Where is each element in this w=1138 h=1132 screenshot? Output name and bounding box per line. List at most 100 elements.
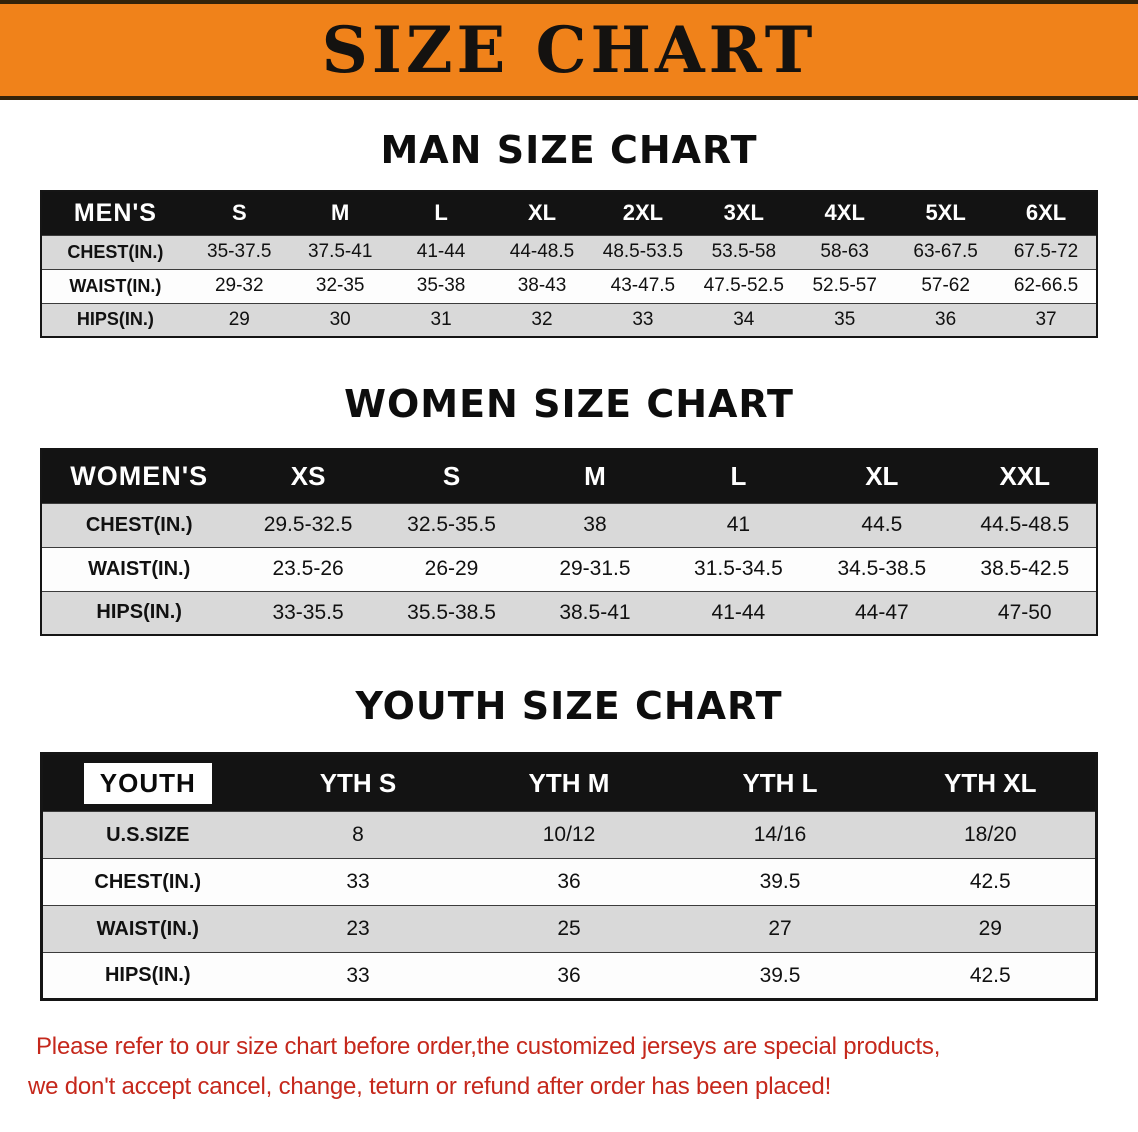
row-label: WAIST(IN.) (96, 917, 199, 940)
size-value: 26-29 (424, 557, 479, 580)
table-corner-header: YOUTH (42, 754, 253, 812)
size-column-header: XXL (999, 460, 1051, 491)
size-column-header: XL (527, 200, 557, 226)
size-value: 38.5-41 (559, 600, 631, 624)
size-value: 14/16 (753, 823, 807, 846)
youth-size-table: YOUTH YTH S YTH M YTH L YTH XL U.S.SIZE 8 10/12… (40, 752, 1098, 1001)
size-value: 58-63 (820, 241, 870, 262)
size-value: 62-66.5 (1013, 275, 1079, 296)
table-row: WAIST(IN.) 23 25 27 29 (41, 905, 1097, 953)
size-column-header: XS (290, 460, 326, 491)
table-header-row: MEN'S S M L XL 2XL 3XL 4XL 5XL 6XL (41, 191, 1097, 235)
table-row: CHEST(IN.) 29.5-32.5 32.5-35.5 38 41 44.5 44.5… (41, 503, 1097, 547)
size-value: 34.5-38.5 (837, 557, 927, 580)
size-value: 33 (346, 870, 370, 893)
size-value: 31 (430, 308, 452, 330)
size-value: 33-35.5 (272, 600, 344, 624)
size-column-header: 2XL (622, 200, 664, 226)
row-label: WAIST(IN.) (88, 557, 191, 580)
size-value: 42.5 (969, 963, 1011, 987)
table-row: HIPS(IN.) 33-35.5 35.5-38.5 38.5-41 41-44 44-… (41, 591, 1097, 635)
men-size-section: MAN SIZE CHART MEN'S S M L XL 2XL 3XL 4XL 5XL 6XL… (0, 128, 1138, 338)
size-value: 29-31.5 (559, 557, 631, 580)
size-value: 67.5-72 (1013, 241, 1079, 262)
size-value: 44.5 (861, 513, 903, 536)
size-value: 32.5-35.5 (407, 513, 496, 536)
size-value: 33 (632, 308, 654, 330)
size-column-header: YTH XL (944, 767, 1037, 798)
size-column-header: 6XL (1025, 200, 1067, 226)
size-value: 32 (531, 308, 553, 330)
size-value: 41-44 (416, 241, 466, 262)
size-value: 41-44 (711, 600, 766, 624)
size-column-header: XL (865, 460, 899, 491)
notice-line-2: we don't accept cancel, change, teturn o… (28, 1073, 832, 1100)
row-label: WAIST(IN.) (69, 275, 162, 296)
size-value: 47.5-52.5 (703, 275, 784, 296)
row-label: HIPS(IN.) (96, 601, 182, 624)
table-header-row: WOMEN'S XS S M L XL XXL (41, 449, 1097, 503)
table-row: HIPS(IN.) 29 30 31 32 33 34 35 36 37 (41, 303, 1097, 337)
size-value: 31.5-34.5 (694, 557, 783, 580)
size-value: 39.5 (759, 963, 801, 987)
size-column-header: S (442, 460, 461, 491)
size-value: 30 (329, 308, 351, 330)
row-label: HIPS(IN.) (76, 309, 154, 330)
size-value: 37 (1035, 308, 1057, 330)
size-value: 39.5 (759, 870, 801, 893)
row-label: U.S.SIZE (106, 823, 190, 846)
size-value: 35.5-38.5 (407, 600, 496, 624)
size-value: 57-62 (921, 275, 970, 296)
size-column-header: M (584, 460, 606, 491)
table-row: WAIST(IN.) 29-32 32-35 35-38 38-43 43-47.5 47.… (41, 269, 1097, 303)
size-value: 36 (557, 963, 581, 987)
row-label: HIPS(IN.) (104, 964, 191, 986)
corner-label: MEN'S (73, 198, 157, 227)
table-row: HIPS(IN.) 33 36 39.5 42.5 (41, 952, 1097, 1000)
corner-label: YOUTH (83, 762, 212, 804)
size-column-header: 5XL (925, 200, 966, 226)
size-value: 38 (583, 513, 607, 536)
women-size-section: WOMEN SIZE CHART WOMEN'S XS S M L XL XXL CHEST(… (0, 382, 1138, 636)
size-column-header: 4XL (824, 200, 865, 226)
corner-label: WOMEN'S (70, 460, 209, 491)
size-column-header: L (434, 200, 448, 226)
size-column-header: 3XL (723, 200, 764, 226)
row-label: CHEST(IN.) (94, 870, 202, 893)
size-value: 42.5 (969, 870, 1011, 893)
size-value: 33 (346, 963, 370, 987)
table-row: CHEST(IN.) 35-37.5 37.5-41 41-44 44-48.5 48.5… (41, 235, 1097, 269)
table-corner-header: WOMEN'S (41, 449, 236, 503)
size-value: 10/12 (542, 823, 596, 846)
men-size-table: MEN'S S M L XL 2XL 3XL 4XL 5XL 6XL CHEST(IN.) 35-37… (40, 190, 1098, 338)
size-value: 35-38 (416, 275, 466, 296)
table-header-row: YOUTH YTH S YTH M YTH L YTH XL (41, 753, 1097, 812)
size-value: 29-32 (214, 275, 264, 296)
size-value: 37.5-41 (307, 241, 373, 262)
row-label: CHEST(IN.) (85, 513, 193, 536)
size-chart-page: SIZE CHART MAN SIZE CHART MEN'S S M L XL 2XL 3… (0, 0, 1138, 1100)
size-value: 36 (557, 870, 581, 893)
women-section-heading: WOMEN SIZE CHART (344, 382, 794, 426)
size-value: 32-35 (315, 275, 365, 296)
size-value: 38.5-42.5 (980, 557, 1070, 580)
size-value: 29 (228, 308, 250, 330)
size-value: 48.5-53.5 (602, 241, 684, 262)
row-label: CHEST(IN.) (67, 241, 164, 262)
size-value: 23 (346, 917, 370, 940)
women-size-table: WOMEN'S XS S M L XL XXL CHEST(IN.) 29.5-32.5 32.5… (40, 448, 1098, 636)
notice-line-1: Please refer to our size chart before or… (36, 1033, 941, 1060)
youth-size-section: YOUTH SIZE CHART YOUTH YTH S YTH M YTH L YTH… (0, 684, 1138, 1001)
size-value: 27 (768, 917, 792, 940)
size-value: 52.5-57 (812, 275, 877, 296)
banner: SIZE CHART (0, 0, 1138, 100)
table-row: CHEST(IN.) 33 36 39.5 42.5 (41, 858, 1097, 906)
size-value: 18/20 (963, 823, 1017, 846)
size-value: 36 (935, 308, 957, 330)
size-value: 29 (978, 917, 1002, 940)
size-value: 35-37.5 (207, 241, 272, 262)
size-value: 29.5-32.5 (263, 513, 353, 536)
size-value: 34 (733, 308, 755, 330)
size-column-header: YTH S (319, 767, 397, 798)
men-section-heading: MAN SIZE CHART (380, 128, 758, 172)
